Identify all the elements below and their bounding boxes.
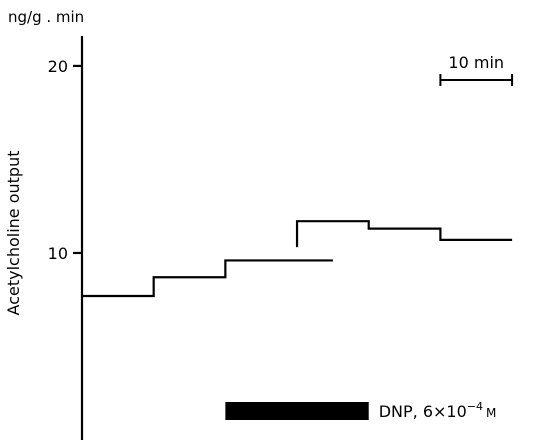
treatment-label-unit: M <box>486 406 496 420</box>
y-tick-label: 10 <box>48 244 68 263</box>
series-step-segment <box>295 220 513 248</box>
treatment-bar <box>225 402 369 420</box>
treatment-label-exponent: −4 <box>467 400 483 413</box>
y-unit-label: ng/g . min <box>8 8 84 26</box>
treatment-label: DNP, 6×10−4 M <box>379 400 497 421</box>
scale-bar-label: 10 min <box>448 53 504 72</box>
scale-bar: 10 min <box>439 53 514 86</box>
treatment-label-prefix: DNP, 6×10 <box>379 402 467 421</box>
treatment-bar-group: DNP, 6×10−4 M <box>225 400 496 421</box>
y-ticks: 10 20 <box>48 57 82 263</box>
y-tick-label: 20 <box>48 57 68 76</box>
y-axis-label: Acetylcholine output <box>4 151 23 316</box>
series-line <box>82 220 513 298</box>
series-step-segment <box>82 259 333 298</box>
